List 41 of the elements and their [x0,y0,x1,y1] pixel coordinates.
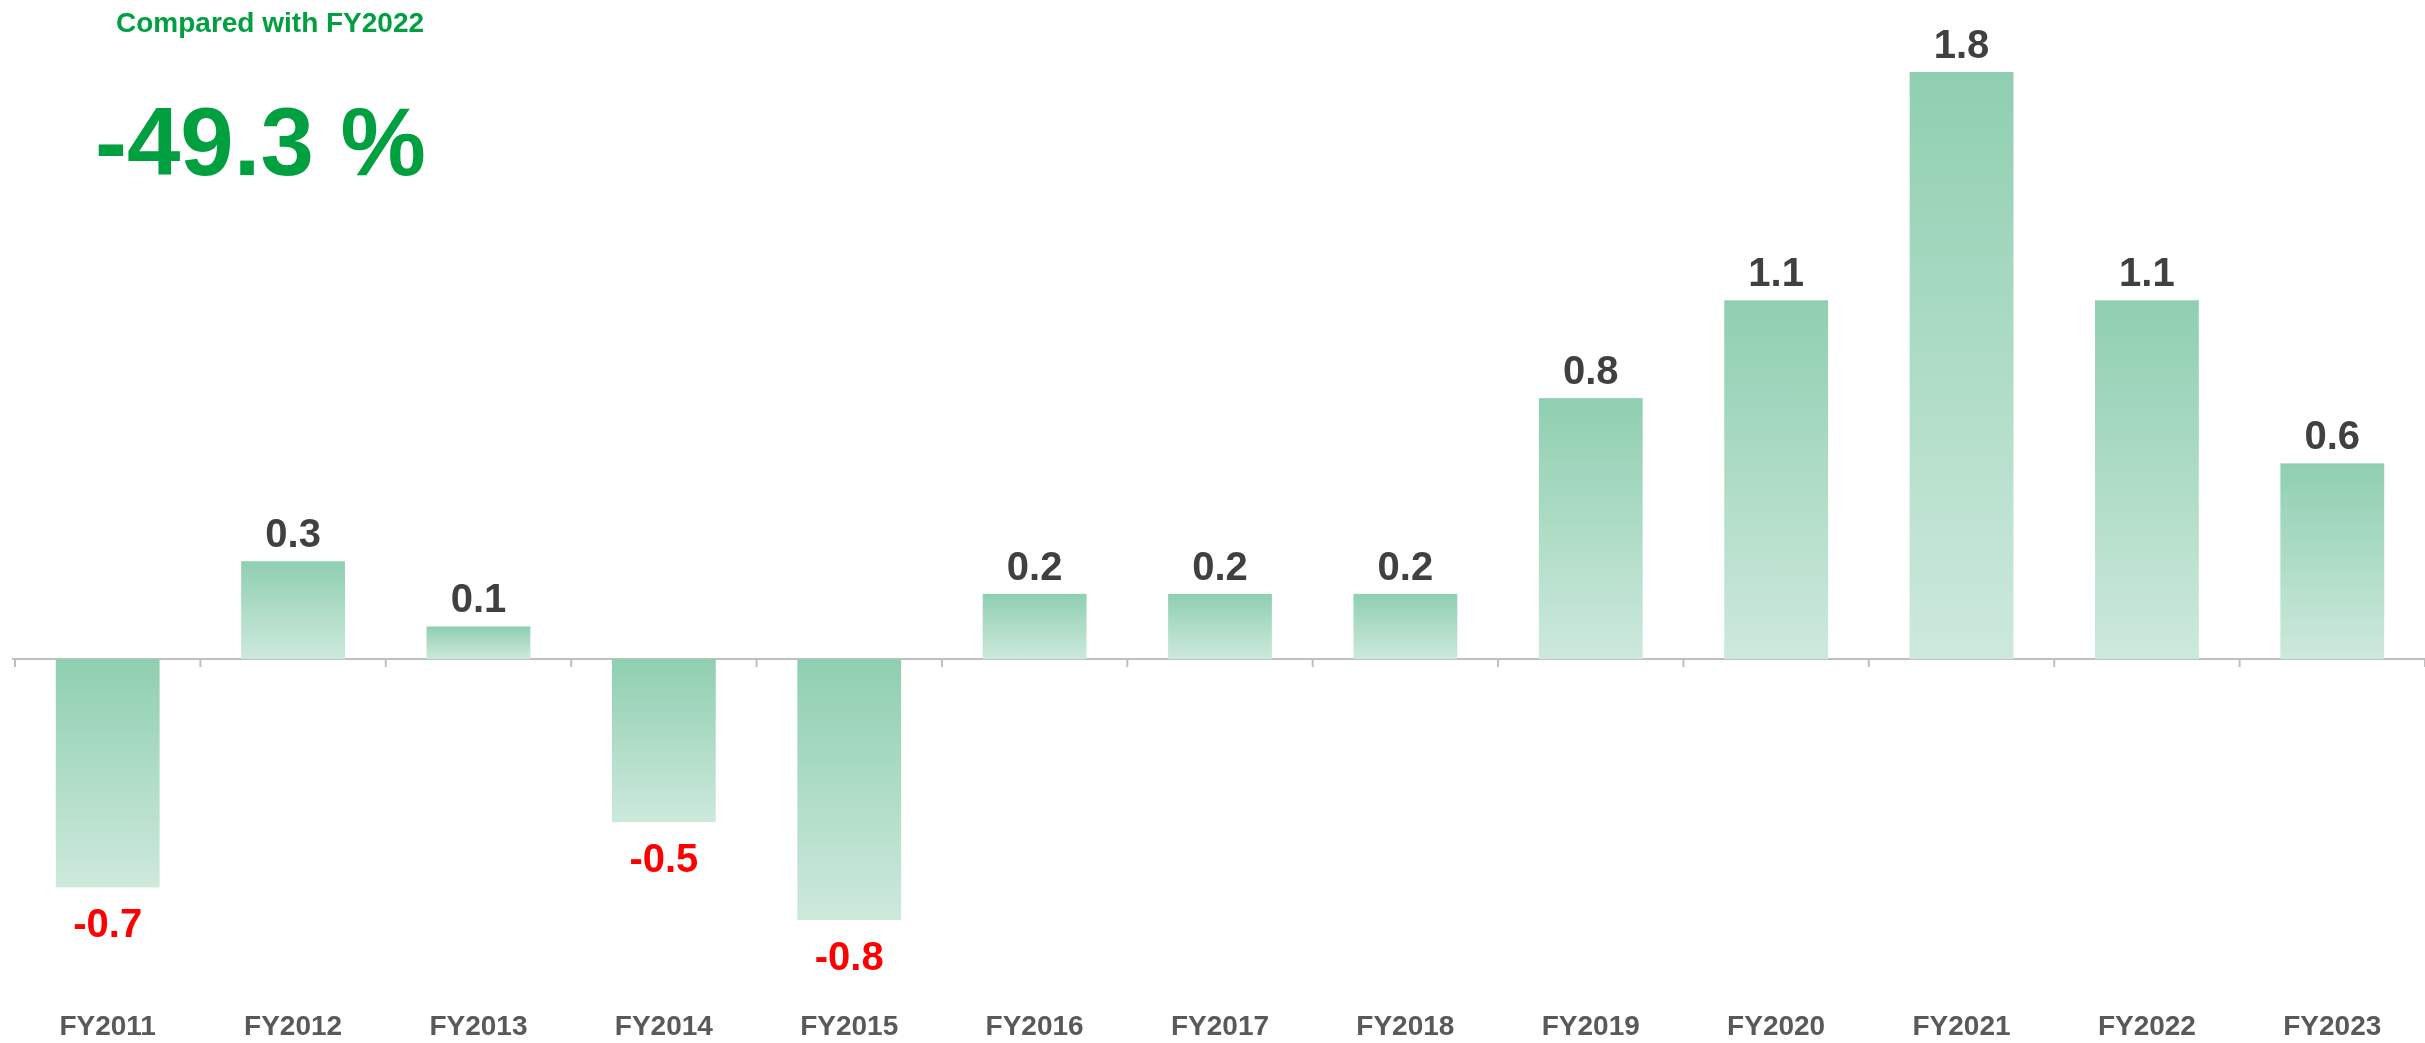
data-label: -0.8 [814,934,884,978]
annotation: -49.3 % [95,88,426,195]
x-tick-label: FY2017 [1170,1010,1270,1041]
bar [1168,593,1272,660]
data-label: -0.7 [73,901,143,946]
bar [241,561,345,660]
x-tick-label: FY2018 [1356,1010,1455,1041]
data-label: 0.2 [1377,543,1434,588]
x-tick-label: FY2020 [1727,1010,1826,1041]
x-tick-label: FY2023 [2283,1010,2382,1041]
text: Compared with FY2022 [116,7,425,38]
data-label: 0.2 [1192,543,1248,588]
x-tick-label: FY2013 [429,1010,528,1041]
bar [982,593,1087,660]
bar [1353,593,1458,660]
bar [55,659,160,888]
bar [797,659,902,920]
data-label: 0.8 [1562,348,1619,393]
x-tick-label: FY2011 [59,1010,156,1041]
data-label: 0.2 [1006,543,1063,588]
x-tick-label: FY2015 [800,1010,899,1041]
bar [611,659,716,823]
data-label: 1.1 [1748,250,1804,295]
data-label: 0.1 [450,576,507,621]
x-tick-label: FY2022 [2097,1010,2196,1041]
x-tick-label: FY2021 [1912,1010,2011,1041]
x-tick-label: FY2012 [244,1010,343,1041]
data-label: 1.1 [2119,250,2175,295]
x-tick-label: FY2014 [614,1010,714,1041]
bar [1724,300,1829,660]
data-label: 0.3 [265,511,321,556]
data-label: 0.6 [2304,413,2361,458]
x-tick-label: FY2019 [1541,1010,1640,1041]
data-label: -0.5 [629,836,699,881]
data-label: 1.8 [1933,22,1990,66]
bar [2280,463,2385,660]
bar [1538,398,1643,660]
bar [1909,72,2014,660]
x-tick-label: FY2016 [985,1010,1084,1041]
bar [2095,300,2199,660]
bar [426,626,531,660]
